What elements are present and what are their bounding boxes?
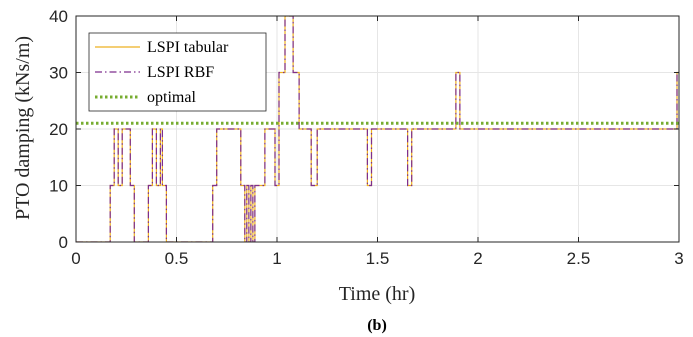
y-tick-label: 30 [49,64,68,83]
figure-caption: (b) [367,317,387,334]
y-tick-label: 10 [49,177,68,196]
x-tick-label: 1 [272,249,281,268]
legend: LSPI tabular LSPI RBF optimal [88,32,267,112]
x-tick-label: 0.5 [165,249,189,268]
x-axis-label: Time (hr) [339,283,415,305]
x-tick-label: 0 [71,249,80,268]
legend-label: LSPI RBF [147,64,214,81]
y-tick-label: 40 [49,7,68,26]
ticks [75,15,680,243]
y-tick-label: 0 [59,233,68,252]
x-tick-labels: 0 0.5 1 1.5 2 2.5 3 [71,249,683,268]
x-tick-label: 1.5 [366,249,390,268]
legend-label: LSPI tabular [147,39,229,56]
y-tick-label: 20 [49,120,68,139]
y-tick-labels: 0 10 20 30 40 [49,7,68,252]
series-line-lspi-rbf [76,16,679,242]
legend-label: optimal [147,89,196,106]
x-tick-label: 2.5 [567,249,591,268]
series-lines [76,16,679,242]
y-axis-label: PTO damping (kNs/m) [12,36,34,220]
x-tick-label: 3 [674,249,683,268]
x-tick-label: 2 [473,249,482,268]
legend-box [88,32,267,112]
